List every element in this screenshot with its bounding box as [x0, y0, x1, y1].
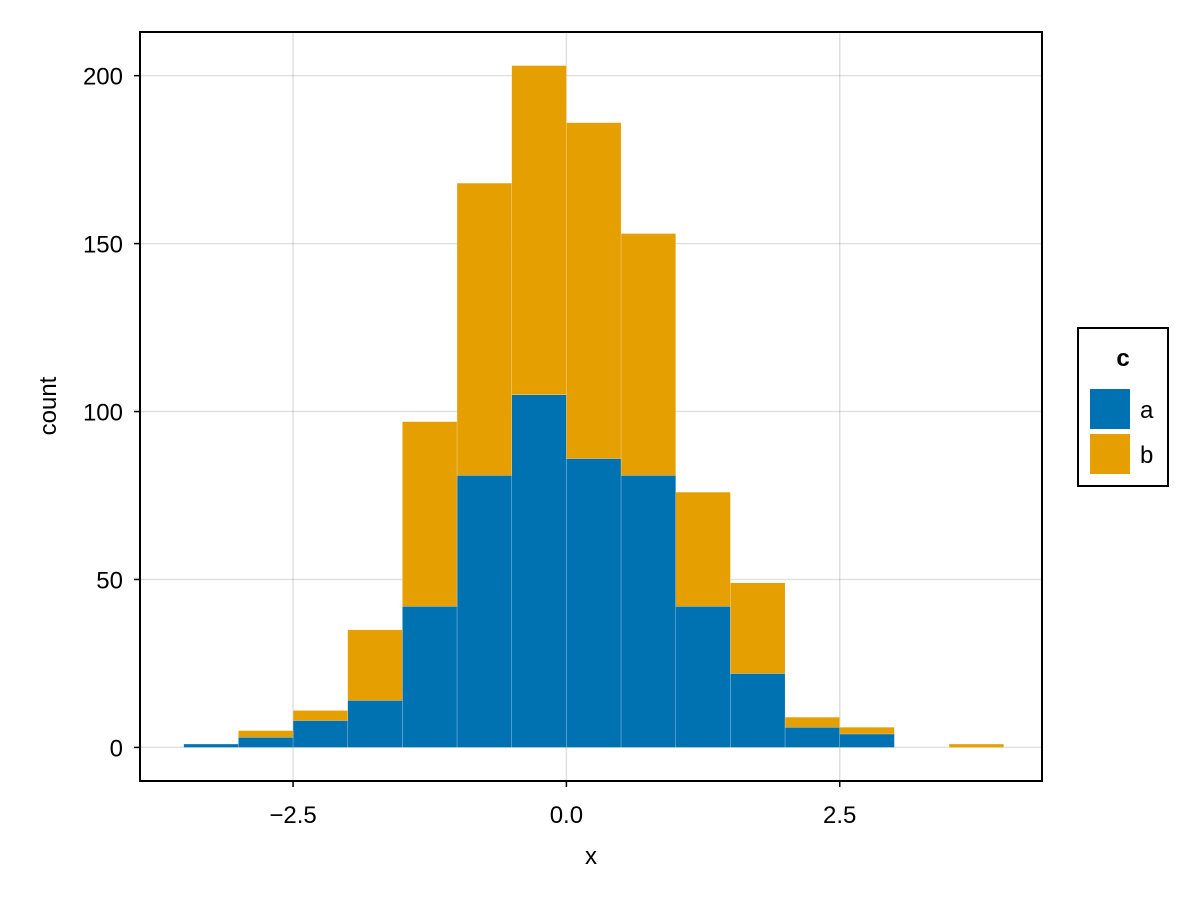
x-axis-title: x: [585, 843, 597, 870]
bar-a-bin-10: [730, 673, 786, 748]
legend-swatch-a: [1090, 389, 1130, 429]
bar-b-bin-9: [675, 491, 731, 607]
bar-a-bin-7: [566, 458, 622, 748]
bar-a-bin-0: [183, 743, 239, 748]
bar-b-bin-1: [238, 730, 294, 738]
y-axis-title: count: [35, 376, 62, 435]
bar-a-bin-6: [511, 394, 567, 748]
x-tick-label-0: −2.5: [269, 802, 316, 829]
bar-a-bin-4: [402, 606, 458, 748]
bar-b-bin-11: [784, 716, 840, 728]
bar-b-bin-6: [511, 65, 567, 395]
y-tick-label-3: 150: [83, 232, 123, 259]
bar-a-bin-2: [292, 720, 348, 748]
bar-a-bin-1: [238, 737, 294, 748]
legend: c a b: [1077, 327, 1169, 487]
bar-a-bin-9: [675, 606, 731, 748]
bar-b-bin-5: [456, 182, 512, 476]
y-axis-ticks: 0 50 100 150 200: [83, 64, 140, 762]
y-tick-label-1: 50: [96, 567, 123, 594]
bar-a-bin-5: [456, 475, 512, 748]
x-axis-ticks: −2.5 0.0 2.5: [269, 781, 856, 829]
bar-a-bin-8: [620, 475, 676, 748]
legend-label-a: a: [1140, 397, 1154, 424]
y-tick-label-4: 200: [83, 64, 123, 91]
y-tick-label-0: 0: [110, 735, 123, 762]
bar-b-bin-3: [347, 629, 403, 701]
y-tick-label-2: 100: [83, 400, 123, 427]
bar-b-bin-14: [948, 743, 1004, 748]
histogram-bars: [183, 65, 1004, 748]
bar-b-bin-7: [566, 122, 622, 459]
legend-title: c: [1116, 345, 1129, 372]
bar-a-bin-12: [839, 733, 895, 748]
x-tick-label-1: 0.0: [550, 802, 583, 829]
bar-b-bin-8: [620, 233, 676, 476]
legend-swatch-b: [1090, 434, 1130, 474]
bar-a-bin-11: [784, 727, 840, 748]
bar-a-bin-3: [347, 700, 403, 748]
x-tick-label-2: 2.5: [823, 802, 856, 829]
bar-b-bin-4: [402, 421, 458, 607]
bar-b-bin-12: [839, 727, 895, 735]
legend-label-b: b: [1140, 442, 1153, 469]
plot-frame: [139, 31, 1043, 782]
bar-b-bin-2: [292, 710, 348, 721]
bar-b-bin-10: [730, 582, 786, 674]
